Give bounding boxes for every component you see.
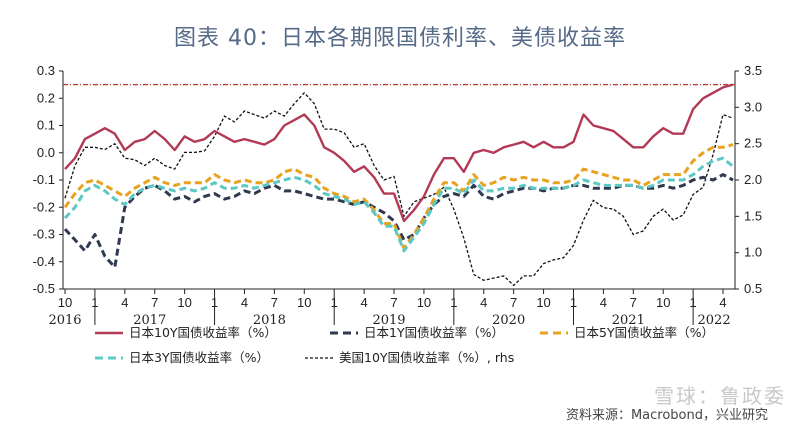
right-tick-label: 2.5 [744,136,762,151]
source-note: 资料来源：Macrobond，兴业研究 [565,408,768,423]
series-line [63,173,734,269]
left-tick-label: 0.2 [37,90,55,105]
left-tick-label: 0.0 [37,145,55,160]
x-tick-label: 10 [177,295,191,310]
legend: 日本10Y国债收益率（%） 日本1Y国债收益率（%） 日本5Y国债收益率（%） 日本3… [95,325,714,365]
legend-label: 美国10Y国债收益率（%）, rhs [339,350,514,365]
left-tick-label: 0.1 [37,118,55,133]
x-tick-label: 4 [719,295,726,310]
x-tick-label: 4 [241,295,248,310]
plot-frame [62,71,736,290]
left-axis: 0.3 0.2 0.1 0.0 -0.1 -0.2 -0.3 -0.4 -0.5 [33,63,63,296]
series-layer [63,83,734,287]
series-line [64,92,734,287]
x-tick-label: 10 [536,295,550,310]
x-tick-label: 7 [630,295,637,310]
right-tick-label: 2.0 [744,172,762,187]
x-tick-label: 7 [390,295,397,310]
right-tick-label: 0.5 [744,281,762,296]
x-tick-label: 4 [121,295,128,310]
x-tick-label: 4 [480,295,487,310]
left-tick-label: -0.5 [33,281,55,296]
year-label: 2021 [612,313,645,328]
x-tick-label: 10 [656,295,670,310]
chart-title: 图表 40：日本各期限国债利率、美债收益率 [174,26,626,51]
year-label: 2022 [698,313,731,328]
year-label: 2020 [492,313,525,328]
series-line [63,156,734,253]
right-tick-label: 1.5 [744,208,762,223]
year-label: 2019 [372,313,405,328]
series-line [64,83,734,223]
right-axis: 3.5 3.0 2.5 2.0 1.5 1.0 0.5 [735,63,762,296]
left-tick-label: -0.3 [33,227,55,242]
legend-label: 日本1Y国债收益率（%） [364,325,504,340]
year-label: 2018 [253,313,286,328]
year-label: 2017 [133,313,166,328]
left-tick-label: -0.4 [33,254,55,269]
x-tick-label: 7 [151,295,158,310]
year-label: 2016 [48,313,81,328]
x-tick-label: 7 [510,295,517,310]
x-tick-label: 10 [58,295,72,310]
x-tick-label: 7 [271,295,278,310]
legend-label: 日本10Y国债收益率（%） [129,325,277,340]
right-tick-label: 3.5 [744,63,762,78]
x-tick-label: 4 [600,295,607,310]
watermark: 雪球：鲁政委 [654,384,786,408]
x-tick-label: 4 [360,295,367,310]
x-axis: 1014710147101471014710147101420162017201… [48,289,731,328]
series-line [63,143,734,250]
x-tick-label: 10 [297,295,311,310]
left-tick-label: -0.1 [33,172,55,187]
left-tick-label: 0.3 [37,63,55,78]
right-tick-label: 1.0 [744,245,762,260]
legend-label: 日本5Y国债收益率（%） [574,325,714,340]
legend-label: 日本3Y国债收益率（%） [129,350,269,365]
x-tick-label: 10 [417,295,431,310]
right-tick-label: 3.0 [744,99,762,114]
left-tick-label: -0.2 [33,199,55,214]
